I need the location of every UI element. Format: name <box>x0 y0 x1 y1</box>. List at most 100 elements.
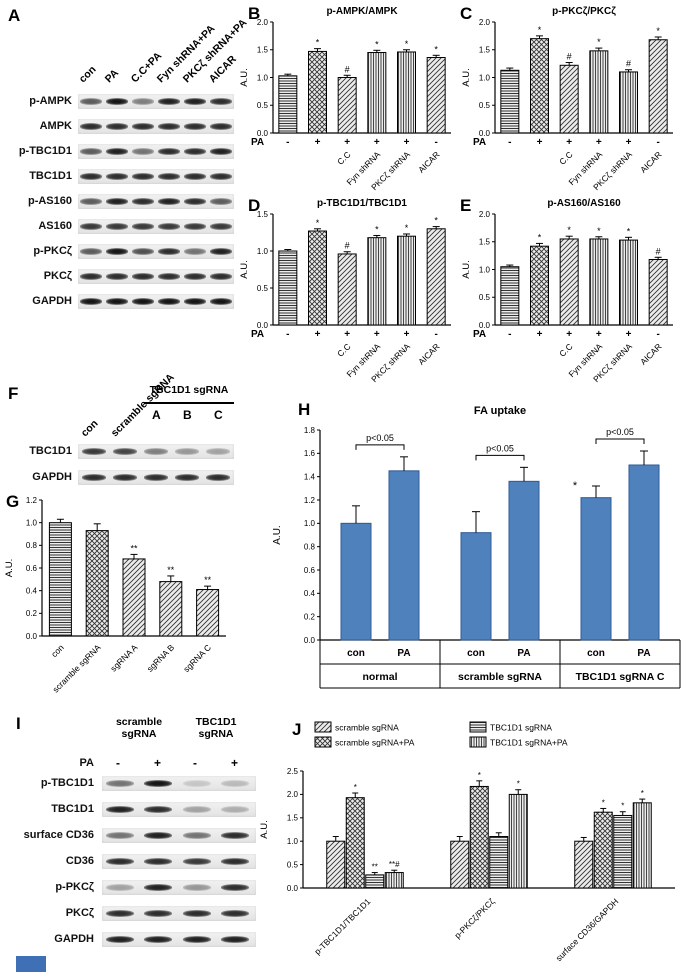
sig-mark: **# <box>389 860 400 869</box>
p-value: p<0.05 <box>486 443 514 453</box>
blot-strip <box>78 244 234 259</box>
y-tick-label: 2.5 <box>287 767 299 776</box>
x-category-label: sgRNA C <box>181 642 213 674</box>
bar <box>337 77 357 134</box>
blot-band <box>206 474 230 481</box>
blot-band <box>184 298 206 305</box>
blot-band <box>210 123 232 130</box>
x-category-label: p-TBC1D1/TBC1D1 <box>312 896 372 956</box>
y-tick-label: 0.2 <box>26 609 38 618</box>
sig-mark: ** <box>130 543 138 553</box>
blot-band <box>80 298 102 305</box>
western-blot-panel-A: con PA C.C+PA Fyn shRNA+PA PKCζ shRNA+PA AICA… <box>6 6 249 378</box>
blot-band <box>80 173 102 180</box>
pa-sign: + <box>374 329 380 340</box>
y-axis-title: A.U. <box>4 559 15 577</box>
chart-svg-H: 0.0 0.2 0.4 0.6 0.8 1.0 1.2 1.4 1.6 1.8 FA uptake A… <box>272 405 681 689</box>
blot-band <box>132 148 154 155</box>
blot-band <box>184 123 206 130</box>
bar <box>367 52 387 134</box>
blot-row-label: surface CD36 <box>23 829 94 841</box>
blot-strip <box>102 880 256 895</box>
legend-label: TBC1D1 sgRNA <box>490 723 552 733</box>
bar <box>530 245 549 326</box>
blot-band <box>210 148 232 155</box>
blot-row-label: TBC1D1 <box>51 803 94 815</box>
panel-letter-J: J <box>292 720 302 739</box>
blot-band <box>144 806 172 813</box>
blot-band <box>158 223 180 230</box>
pa-sign: - <box>434 137 437 148</box>
blot-row-label: p-TBC1D1 <box>40 777 94 789</box>
blot-band <box>106 223 128 230</box>
y-axis-title: A.U. <box>239 68 250 86</box>
sig-mark: * <box>316 38 320 48</box>
x-category-label: C.C <box>557 341 574 358</box>
column-group-label: TBC1D1 sgRNA <box>195 716 237 740</box>
blot-band <box>210 248 232 255</box>
blot-band <box>106 273 128 280</box>
y-tick-label: 0.0 <box>304 636 316 645</box>
blot-band <box>175 448 199 455</box>
chart-panel-B: 0.0 0.5 1.0 1.5 2.0 p-AMPK/AMPK A.U. - * + # + C.C * +… <box>237 2 457 192</box>
bar <box>632 802 652 889</box>
panel-letter-I: I <box>16 714 21 733</box>
sig-mark: * <box>316 218 320 228</box>
legend-swatch <box>469 721 487 733</box>
bar <box>489 836 509 889</box>
y-tick-label: 0.5 <box>479 293 491 302</box>
blot-band <box>183 806 211 813</box>
blot-band <box>221 910 249 917</box>
blot-band <box>184 273 206 280</box>
blot-row-label: GAPDH <box>32 471 72 483</box>
blot-band <box>175 474 199 481</box>
pa-sign: + <box>154 756 162 770</box>
y-tick-label: 1.0 <box>257 73 269 82</box>
blot-band <box>144 474 168 481</box>
blot-band <box>183 832 211 839</box>
pa-sign: - <box>508 329 511 340</box>
bar <box>648 39 668 134</box>
blot-band <box>210 273 232 280</box>
pa-sign: - <box>286 137 289 148</box>
bar <box>159 581 183 637</box>
blot-row-label: p-TBC1D1 <box>18 145 72 157</box>
blot-strip <box>102 802 256 817</box>
blot-band <box>158 273 180 280</box>
y-tick-label: 1.5 <box>287 814 299 823</box>
sig-mark: # <box>567 52 572 62</box>
panel-letter-H: H <box>298 400 311 419</box>
blot-strip <box>78 294 234 309</box>
bar <box>388 470 420 641</box>
blot-row-label: TBC1D1 <box>29 170 72 182</box>
bar <box>619 71 638 134</box>
blot-band <box>184 98 206 105</box>
bar <box>508 793 528 889</box>
blot-band <box>158 98 180 105</box>
y-tick-label: 0.5 <box>257 101 269 110</box>
bar <box>559 238 579 326</box>
lane-label: scramble sgRNA <box>108 371 177 440</box>
blot-band <box>158 148 180 155</box>
blot-band <box>184 248 206 255</box>
sig-mark: * <box>597 226 601 236</box>
blot-band <box>158 298 180 305</box>
bar <box>340 522 372 641</box>
blot-band <box>106 148 128 155</box>
bar <box>559 64 579 134</box>
pa-sign: + <box>344 137 350 148</box>
bar-label: PA <box>397 648 410 659</box>
sig-mark: ** <box>167 565 175 575</box>
pa-sign: + <box>344 329 350 340</box>
blot-band <box>221 884 249 891</box>
blot-band <box>210 223 232 230</box>
blot-band <box>106 298 128 305</box>
chart-svg-D: 0.00.51.01.5p-TBC1D1/TBC1D1A.U.-*+#+C.C*… <box>239 198 451 384</box>
pa-sign: - <box>116 756 120 770</box>
pa-sign: + <box>596 329 602 340</box>
panel-letter-D: D <box>248 196 261 215</box>
blot-strip <box>102 932 256 947</box>
y-tick-label: 0.5 <box>479 101 491 110</box>
